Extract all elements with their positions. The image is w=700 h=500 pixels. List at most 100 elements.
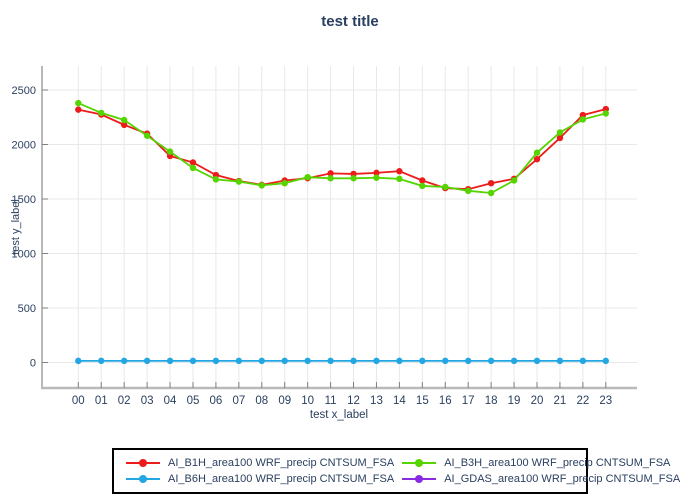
- data-point-marker: [258, 182, 265, 189]
- data-point-marker: [602, 357, 610, 365]
- x-tick-label: 12: [347, 395, 360, 407]
- data-point-marker: [556, 357, 564, 365]
- x-tick-label: 17: [462, 395, 475, 407]
- data-point-marker: [602, 110, 610, 117]
- data-point-marker: [464, 357, 472, 365]
- x-tick-label: 03: [141, 395, 154, 407]
- data-point-marker: [487, 179, 495, 187]
- data-point-marker: [556, 134, 564, 142]
- data-point-marker: [75, 106, 82, 113]
- data-point-marker: [464, 187, 472, 195]
- data-point-marker: [579, 357, 587, 365]
- x-tick-label: 05: [187, 395, 200, 407]
- data-point-marker: [143, 357, 151, 365]
- data-point-marker: [143, 132, 151, 139]
- data-point-marker: [442, 183, 449, 191]
- y-tick-label: 500: [18, 303, 36, 315]
- data-point-marker: [487, 189, 495, 197]
- data-point-marker: [120, 357, 128, 365]
- x-tick-label: 08: [255, 395, 268, 407]
- data-point-marker: [327, 175, 334, 182]
- x-tick-label: 14: [393, 395, 406, 407]
- x-tick-label: 01: [95, 395, 108, 407]
- data-point-marker: [442, 357, 449, 365]
- data-point-marker: [510, 357, 518, 365]
- x-axis-label: test x_label: [309, 409, 369, 421]
- data-point-marker: [419, 357, 426, 365]
- line-marker-icon: [126, 474, 160, 484]
- x-tick-label: 13: [370, 395, 383, 407]
- data-point-marker: [533, 357, 541, 365]
- data-point-marker: [350, 357, 357, 365]
- y-tick-label: 2000: [12, 140, 36, 152]
- data-point-marker: [579, 116, 587, 123]
- data-point-marker: [556, 129, 564, 136]
- line-marker-icon: [402, 474, 437, 484]
- data-point-marker: [327, 170, 334, 177]
- data-point-marker: [281, 179, 288, 187]
- data-point-marker: [235, 178, 243, 185]
- data-point-marker: [281, 357, 288, 365]
- data-point-marker: [212, 357, 220, 365]
- data-point-marker: [373, 169, 380, 177]
- data-point-marker: [166, 357, 174, 365]
- legend-item-ai-b3h[interactable]: AI_B3H_area100 WRF_precip CNTSUM_FSA: [394, 457, 680, 469]
- data-point-marker: [510, 177, 518, 184]
- data-point-marker: [396, 168, 403, 175]
- x-tick-label: 23: [599, 395, 612, 407]
- legend-item-ai-b1h[interactable]: AI_B1H_area100 WRF_precip CNTSUM_FSA: [118, 457, 394, 469]
- x-tick-label: 21: [554, 395, 567, 407]
- x-tick-label: 18: [485, 395, 498, 407]
- x-tick-label: 09: [278, 395, 291, 407]
- data-point-marker: [304, 174, 311, 181]
- x-tick-label: 16: [439, 395, 452, 407]
- series-line: [78, 108, 607, 191]
- data-point-marker: [75, 357, 82, 365]
- data-point-marker: [235, 357, 243, 365]
- data-point-marker: [120, 116, 128, 124]
- data-point-marker: [166, 148, 174, 155]
- chart-plot-area[interactable]: 0 500 1000 1500 2000 2500 00 01 02 03 04 05 06 07 08 09…: [0, 0, 700, 440]
- data-point-marker: [189, 357, 197, 365]
- data-point-marker: [258, 357, 265, 365]
- legend-item-label: AI_GDAS_area100 WRF_precip CNTSUM_FSA: [444, 473, 681, 486]
- line-marker-icon: [126, 458, 160, 468]
- x-tick-label: 11: [325, 395, 337, 407]
- legend-item-label: AI_B3H_area100 WRF_precip CNTSUM_FSA: [444, 456, 671, 469]
- data-point-marker: [75, 99, 82, 107]
- series-line: [77, 102, 607, 194]
- x-tick-label: 15: [416, 395, 429, 407]
- x-tick-label: 20: [531, 395, 544, 407]
- data-point-marker: [419, 182, 426, 190]
- data-point-marker: [396, 357, 403, 365]
- data-point-marker: [533, 149, 541, 156]
- x-tick-label: 22: [576, 395, 589, 407]
- data-point-marker: [327, 357, 334, 365]
- data-point-marker: [189, 164, 197, 172]
- data-point-marker: [98, 357, 105, 365]
- legend: AI_B1H_area100 WRF_precip CNTSUM_FSA AI_…: [112, 448, 680, 494]
- data-point-marker: [304, 357, 311, 365]
- x-tick-label: 06: [210, 395, 223, 407]
- legend-item-ai-gdas[interactable]: AI_GDAS_area100 WRF_precip CNTSUM_FSA: [394, 473, 680, 485]
- data-point-marker: [396, 175, 403, 183]
- data-point-marker: [212, 176, 220, 183]
- data-point-marker: [98, 109, 105, 117]
- legend-item-label: AI_B1H_area100 WRF_precip CNTSUM_FSA: [168, 456, 395, 469]
- x-tick-label: 04: [164, 395, 177, 407]
- data-point-marker: [350, 175, 357, 182]
- chart-title: test title: [321, 13, 379, 30]
- x-tick-label: 10: [301, 395, 314, 407]
- data-point-marker: [373, 174, 380, 181]
- x-tick-label: 02: [118, 395, 131, 407]
- data-point-marker: [487, 357, 495, 365]
- x-tick-label: 19: [508, 395, 521, 407]
- y-tick-label: 0: [30, 358, 36, 370]
- legend-item-label: AI_B6H_area100 WRF_precip CNTSUM_FSA: [168, 473, 395, 486]
- data-point-marker: [533, 156, 541, 163]
- y-tick-label: 1500: [12, 194, 36, 206]
- line-marker-icon: [402, 458, 437, 468]
- legend-item-ai-b6h[interactable]: AI_B6H_area100 WRF_precip CNTSUM_FSA: [118, 473, 394, 485]
- x-tick-label: 07: [232, 395, 245, 407]
- data-point-marker: [419, 177, 426, 184]
